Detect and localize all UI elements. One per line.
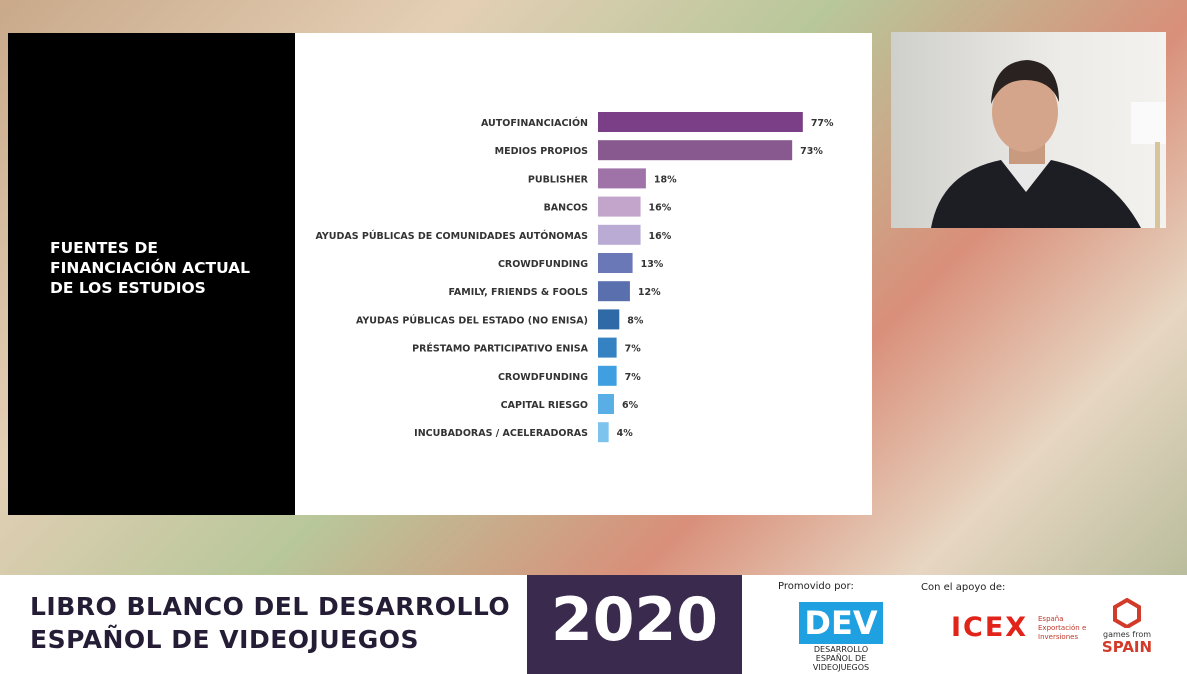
dev-caption: DESARROLLO ESPAÑOL DE VIDEOJUEGOS [812, 645, 870, 672]
value-label: 13% [641, 259, 664, 270]
slide-panel [8, 33, 295, 515]
webcam-image [931, 60, 1166, 228]
footer-panel [0, 575, 527, 674]
category-label: MEDIOS PROPIOS [495, 146, 589, 157]
category-label: AUTOFINANCIACIÓN [481, 117, 588, 129]
value-label: 73% [800, 146, 823, 157]
year-panel [527, 575, 742, 674]
gfs-top: games from [1102, 630, 1152, 639]
dev-logo: DEV [799, 602, 883, 644]
value-label: 16% [649, 203, 672, 214]
value-label: 8% [627, 315, 644, 326]
gfs-bottom: SPAIN [1101, 638, 1153, 656]
category-label: PRÉSTAMO PARTICIPATIVO ENISA [412, 343, 588, 355]
chart: AUTOFINANCIACIÓN 77% MEDIOS PROPIOS 73% PUBL… [315, 112, 834, 443]
value-label: 12% [638, 287, 661, 298]
category-label: CROWDFUNDING [498, 259, 588, 270]
bar [598, 140, 793, 161]
icex-logo: ICEX [951, 612, 1029, 643]
footer-title: LIBRO BLANCO DEL DESARROLLO ESPAÑOL DE V… [30, 592, 511, 654]
webcam [891, 32, 1166, 228]
bar [598, 168, 646, 189]
bar [598, 253, 633, 273]
bar [598, 365, 617, 386]
slide-title: FUENTES DE FINANCIACIÓN ACTUAL DE LOS ES… [50, 239, 251, 297]
bar [598, 112, 803, 132]
icex-caption: España Exportación e Inversiones [1038, 615, 1087, 641]
bar [598, 422, 609, 443]
category-label: CAPITAL RIESGO [501, 400, 588, 411]
value-label: 77% [811, 118, 834, 129]
gfs-icon [1113, 598, 1141, 628]
value-label: 6% [622, 400, 639, 411]
bar [598, 281, 630, 302]
promoted-label: Promovido por: [778, 581, 854, 592]
category-label: CROWDFUNDING [498, 372, 588, 383]
value-label: 16% [649, 231, 672, 242]
bar [598, 196, 641, 217]
bar [598, 394, 614, 414]
category-label: BANCOS [544, 203, 589, 214]
bar [598, 337, 617, 358]
category-label: AYUDAS PÚBLICAS DEL ESTADO (NO ENISA) [356, 314, 588, 326]
category-label: AYUDAS PÚBLICAS DE COMUNIDADES AUTÓNOMAS [315, 230, 588, 242]
category-label: PUBLISHER [528, 174, 589, 185]
category-label: INCUBADORAS / ACELERADORAS [414, 428, 588, 439]
value-label: 7% [625, 344, 642, 355]
bar [598, 224, 641, 245]
support-label: Con el apoyo de: [921, 582, 1006, 593]
value-label: 18% [654, 174, 677, 185]
value-label: 7% [625, 372, 642, 383]
year: 2020 [551, 585, 718, 655]
category-label: FAMILY, FRIENDS & FOOLS [449, 287, 589, 298]
bar [598, 309, 620, 330]
value-label: 4% [617, 428, 634, 439]
